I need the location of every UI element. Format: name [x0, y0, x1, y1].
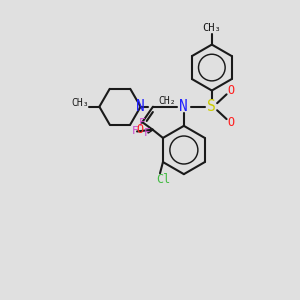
Text: F: F	[138, 118, 145, 128]
Text: O: O	[227, 84, 235, 97]
Text: O: O	[227, 116, 235, 129]
Text: F: F	[143, 128, 150, 138]
Text: CH₃: CH₃	[202, 23, 221, 33]
Text: F: F	[132, 126, 138, 136]
Text: CH₃: CH₃	[71, 98, 89, 108]
Text: O: O	[136, 123, 143, 136]
Text: N: N	[179, 99, 188, 114]
Text: S: S	[208, 99, 216, 114]
Text: Cl: Cl	[156, 173, 170, 186]
Text: N: N	[136, 99, 145, 114]
Text: CH₂: CH₂	[159, 96, 176, 106]
